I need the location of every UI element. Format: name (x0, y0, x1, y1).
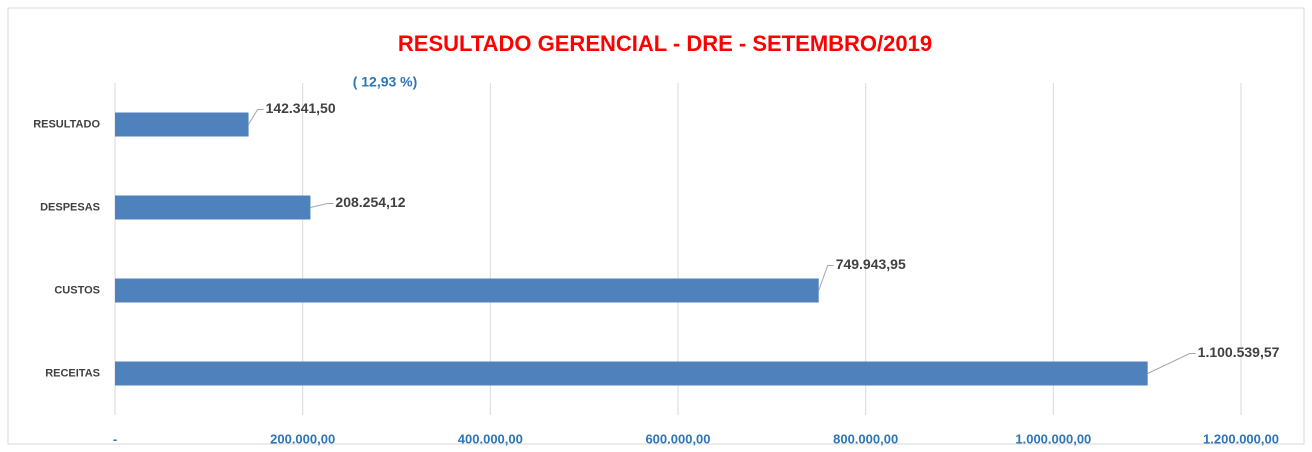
x-tick-label: 1.200.000,00 (1203, 431, 1279, 446)
leader-line (310, 203, 334, 208)
bar (115, 112, 249, 137)
x-tick-label: 400.000,00 (458, 431, 523, 446)
value-label: 749.943,95 (836, 256, 906, 272)
chart-title: RESULTADO GERENCIAL - DRE - SETEMBRO/201… (398, 31, 932, 56)
bar (115, 278, 819, 303)
value-label: 208.254,12 (335, 194, 405, 210)
value-label: 1.100.539,57 (1198, 344, 1280, 360)
bar (115, 195, 311, 220)
y-tick-label: RECEITAS (45, 367, 100, 379)
annotation: ( 12,93 %) (353, 74, 418, 90)
leader-line (1147, 353, 1196, 374)
y-tick-label: CUSTOS (54, 284, 100, 296)
x-tick-label: 1.000.000,00 (1015, 431, 1091, 446)
chart-border (7, 7, 1305, 445)
x-tick-label: - (113, 431, 117, 446)
x-tick-label: 600.000,00 (645, 431, 710, 446)
x-tick-label: 200.000,00 (270, 431, 335, 446)
x-tick-label: 800.000,00 (833, 431, 898, 446)
y-tick-label: DESPESAS (40, 201, 100, 213)
leader-line (248, 109, 264, 125)
y-tick-label: RESULTADO (33, 118, 100, 130)
value-label: 142.341,50 (266, 100, 336, 116)
bar (115, 361, 1148, 386)
leader-line (818, 265, 834, 291)
